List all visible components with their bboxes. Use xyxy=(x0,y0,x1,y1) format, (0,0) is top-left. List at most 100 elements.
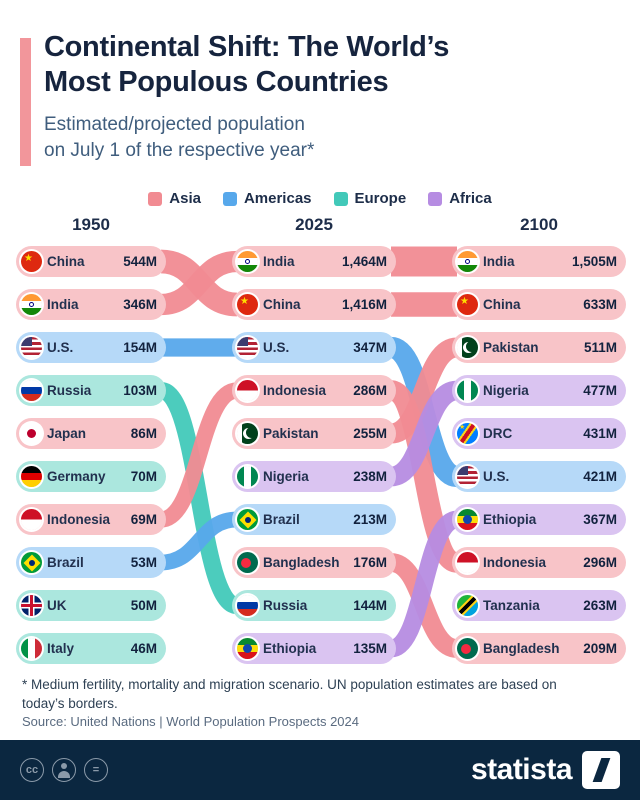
russia-flag-icon xyxy=(237,595,258,616)
statista-logo-mark xyxy=(582,751,620,789)
population-value: 135M xyxy=(353,641,387,656)
bangladesh-flag-icon xyxy=(237,552,258,573)
population-value: 1,505M xyxy=(571,254,617,269)
population-value: 154M xyxy=(123,340,157,355)
pill-2025-india: India 1,464M xyxy=(232,246,396,277)
flow-indonesia-1950-2025 xyxy=(159,382,239,528)
brazil-flag-icon xyxy=(237,509,258,530)
country-label: China xyxy=(483,297,521,312)
pill-2025-pakistan: Pakistan 255M xyxy=(232,418,396,449)
statista-branding: statista xyxy=(471,751,620,789)
japan-flag-icon xyxy=(21,423,42,444)
us-flag-icon xyxy=(21,337,42,358)
flow-indonesia-2025-2100 xyxy=(387,380,461,573)
ethiopia-flag-icon xyxy=(457,509,478,530)
pill-2100-pakistan: Pakistan 511M xyxy=(452,332,626,363)
legend-item-americas: Americas xyxy=(222,190,312,207)
pill-2100-china: China 633M xyxy=(452,289,626,320)
country-label: Pakistan xyxy=(483,340,539,355)
population-value: 238M xyxy=(353,469,387,484)
germany-flag-icon xyxy=(21,466,42,487)
americas-swatch-icon xyxy=(222,191,237,206)
cc-glyph: cc xyxy=(25,764,39,776)
indonesia-flag-icon xyxy=(21,509,42,530)
pakistan-flag-icon xyxy=(457,337,478,358)
flow-brazil-1950-2025 xyxy=(160,511,238,571)
country-label: Russia xyxy=(47,383,92,398)
footer-bar: cc = statista xyxy=(0,740,640,800)
continent-legend: Asia Americas Europe Africa xyxy=(0,190,640,207)
population-value: 53M xyxy=(130,555,157,570)
europe-swatch-icon xyxy=(333,191,348,206)
pill-1950-indonesia: Indonesia 69M xyxy=(16,504,166,535)
population-value: 46M xyxy=(130,641,157,656)
country-label: Indonesia xyxy=(47,512,111,527)
population-value: 346M xyxy=(123,297,157,312)
bangladesh-flag-icon xyxy=(457,638,478,659)
pill-1950-uk: UK 50M xyxy=(16,590,166,621)
indonesia-flag-icon xyxy=(457,552,478,573)
pill-2100-drc: DRC 431M xyxy=(452,418,626,449)
pill-2025-brazil: Brazil 213M xyxy=(232,504,396,535)
flow-ethiopia-2025-2100 xyxy=(388,510,460,658)
uk-flag-icon xyxy=(21,595,42,616)
pill-2025-china: China 1,416M xyxy=(232,289,396,320)
population-value: 213M xyxy=(353,512,387,527)
flow-russia-1950-2025 xyxy=(158,381,240,615)
country-label: Bangladesh xyxy=(263,555,340,570)
legend-label: Europe xyxy=(354,190,407,207)
subtitle: Estimated/projected population on July 1 … xyxy=(44,112,314,163)
nigeria-flag-icon xyxy=(237,466,258,487)
country-label: Nigeria xyxy=(483,383,529,398)
statista-wordmark: statista xyxy=(470,753,573,786)
pill-1950-japan: Japan 86M xyxy=(16,418,166,449)
pill-1950-brazil: Brazil 53M xyxy=(16,547,166,578)
pill-1950-russia: Russia 103M xyxy=(16,375,166,406)
pill-2100-tanzania: Tanzania 263M xyxy=(452,590,626,621)
population-value: 286M xyxy=(353,383,387,398)
pill-1950-china: China 544M xyxy=(16,246,166,277)
population-value: 209M xyxy=(583,641,617,656)
africa-swatch-icon xyxy=(428,191,443,206)
population-value: 69M xyxy=(130,512,157,527)
population-value: 255M xyxy=(353,426,387,441)
footnote-line-2: today’s borders. xyxy=(22,695,118,711)
population-value: 86M xyxy=(130,426,157,441)
license-icons: cc = xyxy=(20,758,108,782)
country-label: U.S. xyxy=(263,340,290,355)
pill-2100-bangladesh: Bangladesh 209M xyxy=(452,633,626,664)
legend-label: Americas xyxy=(243,190,312,207)
country-label: Indonesia xyxy=(483,555,547,570)
india-flag-icon xyxy=(21,294,42,315)
country-label: Italy xyxy=(47,641,75,656)
pill-2100-india: India 1,505M xyxy=(452,246,626,277)
country-label: Tanzania xyxy=(483,598,540,613)
statista-slash-icon xyxy=(592,758,610,782)
flow-india-1950-2025 xyxy=(159,250,239,316)
column-header-2100: 2100 xyxy=(520,215,558,234)
footnote: * Medium fertility, mortality and migrat… xyxy=(22,676,622,714)
legend-label: Asia xyxy=(169,190,201,207)
country-label: Ethiopia xyxy=(483,512,537,527)
population-value: 144M xyxy=(353,598,387,613)
russia-flag-icon xyxy=(21,380,42,401)
country-label: Indonesia xyxy=(263,383,327,398)
pill-2025-russia: Russia 144M xyxy=(232,590,396,621)
country-label: Japan xyxy=(47,426,87,441)
country-label: U.S. xyxy=(483,469,510,484)
subtitle-line-2: on July 1 of the respective year* xyxy=(44,139,315,161)
china-flag-icon xyxy=(21,251,42,272)
india-flag-icon xyxy=(457,251,478,272)
country-label: Nigeria xyxy=(263,469,309,484)
population-value: 1,464M xyxy=(341,254,387,269)
nigeria-flag-icon xyxy=(457,380,478,401)
pill-2025-bangladesh: Bangladesh 176M xyxy=(232,547,396,578)
equals-icon: = xyxy=(84,758,108,782)
country-label: India xyxy=(47,297,79,312)
population-value: 103M xyxy=(123,383,157,398)
population-value: 347M xyxy=(353,340,387,355)
us-flag-icon xyxy=(237,337,258,358)
country-label: Russia xyxy=(263,598,308,613)
country-label: China xyxy=(47,254,85,269)
